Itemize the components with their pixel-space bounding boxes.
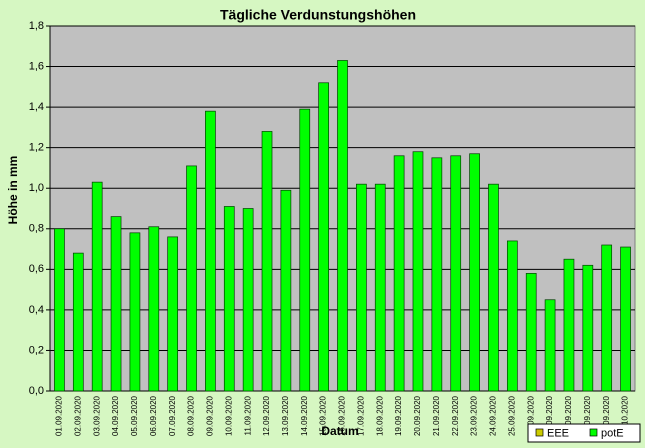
y-tick-label: 1,4 (29, 101, 44, 113)
x-tick-label: 23.09.2020 (470, 395, 479, 436)
bar (242, 208, 254, 392)
bar (544, 299, 556, 392)
x-tick-label: 13.09.2020 (281, 395, 290, 436)
legend-label: potE (601, 427, 624, 439)
x-tick-label: 24.09.2020 (489, 395, 498, 436)
bar (450, 155, 462, 392)
x-tick-label: 07.09.2020 (168, 395, 177, 436)
bar (72, 252, 84, 392)
bar (601, 244, 613, 392)
bar (337, 60, 348, 392)
x-tick-label: 18.09.2020 (375, 395, 384, 436)
y-tick-label: 1,6 (29, 60, 44, 72)
bar (148, 226, 160, 392)
bar (223, 206, 235, 392)
x-tick-label: 17.09.2020 (356, 395, 365, 436)
legend-swatch (589, 428, 598, 437)
y-axis-label: Höhe in mm (6, 156, 20, 225)
x-tick-label: 26.09.2020 (526, 395, 535, 436)
bar (563, 258, 575, 392)
bar (374, 183, 386, 392)
bar (393, 155, 405, 392)
y-tick-label: 1,2 (29, 142, 44, 154)
x-tick-label: 05.09.2020 (130, 395, 139, 436)
x-tick-label: 06.09.2020 (149, 395, 158, 436)
bar (110, 216, 122, 392)
y-tick-label: 0,2 (29, 344, 44, 356)
x-tick-label: 27.09.2020 (545, 395, 554, 436)
x-tick-label: 01.10.2020 (621, 395, 630, 436)
x-tick-label: 21.09.2020 (432, 395, 441, 436)
legend-box (527, 423, 641, 443)
chart-title: Tägliche Verdunstungshöhen (220, 7, 416, 23)
bar (129, 232, 141, 392)
bar (620, 246, 631, 392)
bar (488, 183, 499, 392)
bar (299, 108, 311, 392)
bar (525, 273, 537, 392)
x-tick-label: 09.09.2020 (206, 395, 215, 436)
x-tick-label: 16.09.2020 (338, 395, 347, 436)
x-tick-label: 02.09.2020 (73, 395, 82, 436)
y-tick-label: 0,6 (29, 263, 44, 275)
x-tick-label: 19.09.2020 (394, 395, 403, 436)
bar (506, 240, 518, 392)
x-axis-label: Datum (321, 424, 358, 438)
x-tick-label: 10.09.2020 (224, 395, 233, 436)
bar (91, 181, 103, 392)
x-tick-label: 08.09.2020 (187, 395, 196, 436)
y-tick-label: 1,0 (29, 182, 44, 194)
legend-label: EEE (547, 427, 569, 439)
bar (318, 82, 329, 392)
bar (280, 189, 292, 392)
x-tick-label: 03.09.2020 (92, 395, 101, 436)
x-tick-label: 30.09.2020 (602, 395, 611, 436)
x-tick-label: 29.09.2020 (583, 395, 592, 436)
x-tick-label: 01.09.2020 (55, 395, 64, 436)
x-tick-label: 25.09.2020 (507, 395, 516, 436)
x-tick-label: 20.09.2020 (413, 395, 422, 436)
x-tick-label: 11.09.2020 (243, 395, 252, 435)
legend-swatch (535, 428, 544, 437)
x-tick-label: 12.09.2020 (262, 395, 271, 436)
y-tick-label: 0,8 (29, 223, 44, 235)
x-tick-label: 15.09.2020 (319, 395, 328, 436)
bar (186, 165, 197, 392)
x-tick-label: 04.09.2020 (111, 395, 120, 436)
bar (261, 131, 273, 392)
bar (54, 228, 65, 392)
bar (582, 264, 594, 392)
y-tick-label: 1,8 (29, 20, 44, 32)
bar (167, 236, 179, 392)
x-tick-label: 28.09.2020 (564, 395, 573, 436)
bar (412, 151, 424, 392)
x-tick-label: 22.09.2020 (451, 395, 460, 436)
y-tick-label: 0,0 (29, 385, 44, 397)
bar (205, 110, 216, 392)
x-tick-label: 14.09.2020 (300, 395, 309, 436)
bar (356, 183, 367, 392)
bar (469, 153, 480, 392)
bar (431, 157, 443, 392)
y-tick-label: 0,4 (29, 304, 44, 316)
